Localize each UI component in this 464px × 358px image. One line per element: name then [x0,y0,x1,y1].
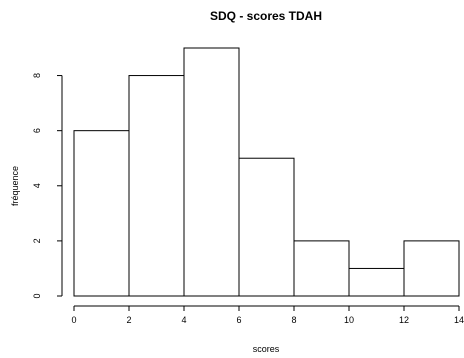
chart-title: SDQ - scores TDAH [210,9,322,23]
bars-group [73,47,460,297]
y-tick-label: 8 [32,73,42,78]
x-tick-label: 2 [126,315,131,325]
x-tick-label: 14 [454,315,464,325]
x-axis-label: scores [253,344,280,354]
y-tick-label: 6 [32,128,42,133]
y-tick-label: 0 [32,293,42,298]
x-tick-label: 0 [71,315,76,325]
histogram-bar [348,267,405,297]
x-axis: 0 2 4 6 8 10 12 14 [71,305,464,325]
x-tick-label: 4 [181,315,186,325]
y-axis: 0 2 4 6 8 [32,73,63,299]
y-tick-label: 4 [32,183,42,188]
y-tick-label: 2 [32,238,42,243]
x-tick-label: 12 [399,315,409,325]
x-tick-label: 8 [291,315,296,325]
histogram-bar [183,47,240,297]
x-tick-label: 6 [236,315,241,325]
histogram-bar [73,130,130,297]
histogram-bar [128,75,185,297]
histogram-bar [293,240,350,297]
histogram-bar [238,157,295,297]
histogram-bar [403,240,460,297]
x-tick-label: 10 [344,315,354,325]
y-axis-label: fréquence [10,166,20,206]
